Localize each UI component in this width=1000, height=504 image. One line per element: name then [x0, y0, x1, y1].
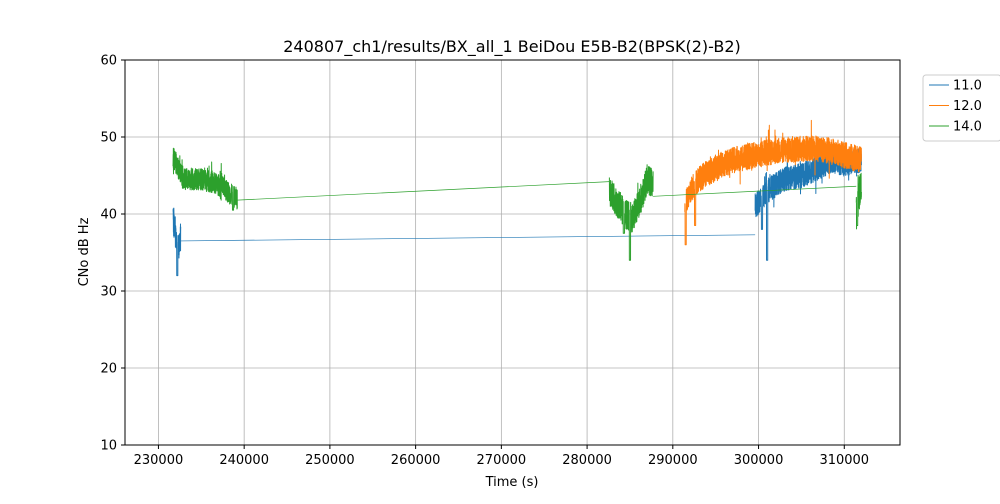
series-connector: [237, 181, 610, 201]
x-tick-label: 270000: [477, 453, 527, 468]
y-tick-label: 40: [100, 208, 117, 223]
y-tick-label: 60: [100, 54, 117, 69]
plot-area: [125, 60, 900, 445]
series-lines: [172, 119, 862, 277]
x-tick-label: 250000: [305, 453, 355, 468]
y-tick-label: 30: [100, 285, 117, 300]
x-tick-label: 260000: [391, 453, 441, 468]
x-tick-label: 280000: [562, 453, 612, 468]
x-tick-label: 300000: [734, 453, 784, 468]
x-tick-label: 230000: [134, 453, 184, 468]
y-axis-label: CNo dB Hz: [77, 217, 92, 286]
series-segment: [855, 172, 862, 230]
series-connector: [653, 185, 857, 197]
series-segment: [684, 119, 862, 246]
series-segment: [172, 207, 182, 277]
chart-title: 240807_ch1/results/BX_all_1 BeiDou E5B-B…: [283, 37, 740, 57]
legend-label: 12.0: [953, 99, 982, 114]
legend: 11.0 12.0 14.0: [922, 74, 1000, 142]
series-segment: [608, 164, 654, 261]
plot-frame: [124, 59, 901, 446]
axis-ticks: 230000 240000 250000 260000 270000 280000 2900…: [100, 54, 869, 469]
y-tick-label: 20: [100, 362, 117, 377]
legend-label: 11.0: [953, 79, 982, 94]
series-segment: [172, 147, 238, 211]
series-14-0: [172, 147, 862, 261]
y-tick-label: 50: [100, 131, 117, 146]
x-tick-label: 240000: [219, 453, 269, 468]
x-axis-label: Time (s): [485, 475, 539, 490]
legend-frame: [922, 74, 1000, 142]
y-tick-label: 10: [100, 439, 117, 454]
legend-label: 14.0: [953, 120, 982, 135]
series-connector: [180, 234, 756, 242]
series-12-0: [684, 119, 862, 246]
x-tick-label: 310000: [819, 453, 869, 468]
x-tick-label: 290000: [648, 453, 698, 468]
